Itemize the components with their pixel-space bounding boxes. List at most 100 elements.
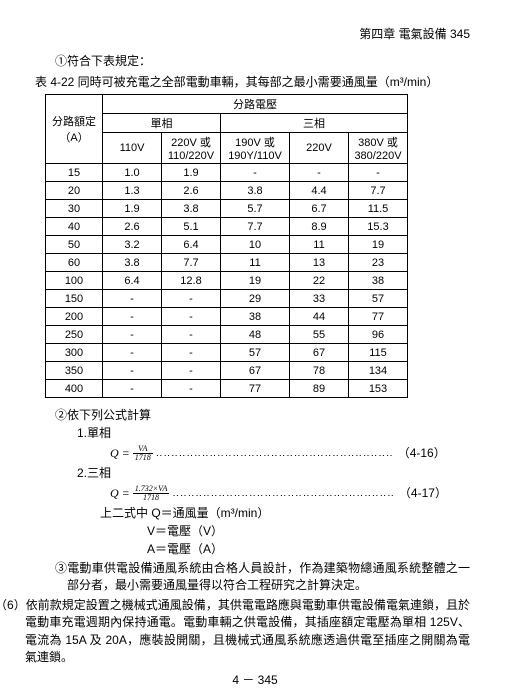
- dots-2: ‥‥‥‥‥‥‥‥‥‥‥‥‥‥‥‥‥‥‥‥‥‥‥‥‥‥‥‥‥: [172, 486, 395, 501]
- point-1: ①符合下表規定：: [55, 52, 470, 69]
- table-cell: 19: [221, 272, 290, 290]
- table-cell: 30: [46, 200, 103, 218]
- col-110: 110V: [103, 133, 162, 164]
- table-cell: 5.1: [162, 218, 221, 236]
- table-cell: 10: [221, 236, 290, 254]
- fraction-1: VA 1718: [133, 445, 153, 462]
- page-footer: 4 － 345: [0, 671, 510, 688]
- table-cell: 78: [290, 362, 349, 380]
- legend-a: A＝電壓（A）: [147, 540, 470, 558]
- col-190: 190V 或 190Y/110V: [221, 133, 290, 164]
- table-cell: 100: [46, 272, 103, 290]
- c190-l2: 190Y/110V: [225, 150, 285, 162]
- eqnum-1: （4-16）: [398, 444, 446, 462]
- c380-l1: 380V 或: [353, 134, 403, 150]
- group-voltage: 分路電壓: [103, 95, 408, 114]
- group-single: 單相: [103, 114, 221, 133]
- table-cell: 60: [46, 254, 103, 272]
- table-row: 250--485596: [46, 326, 408, 344]
- table-cell: 300: [46, 344, 103, 362]
- table-cell: 50: [46, 236, 103, 254]
- table-cell: 1.9: [103, 200, 162, 218]
- table-cell: 96: [349, 326, 408, 344]
- table-cell: 57: [221, 344, 290, 362]
- c190-l1: 190V 或: [225, 134, 285, 150]
- table-cell: 40: [46, 218, 103, 236]
- table-cell: 7.7: [221, 218, 290, 236]
- table-cell: 15: [46, 164, 103, 182]
- table-cell: -: [162, 380, 221, 398]
- rating-l1: 分路額定: [50, 113, 98, 129]
- point-3: ③電動車供電設備通風系統由合格人員設計，作為建築物總通風系統整體之一部分者，最小…: [55, 560, 470, 595]
- table-cell: -: [103, 362, 162, 380]
- table-cell: 200: [46, 308, 103, 326]
- table-row: 301.93.85.76.711.5: [46, 200, 408, 218]
- legend-intro: 上二式中 Q＝通風量（m³/min）: [100, 504, 470, 522]
- table-caption: 表 4-22 同時可被充電之全部電動車輛，其每部之最小需要通風量（m³/min）: [35, 73, 470, 90]
- formula-2: Q = 1.732×VA 1718 ‥‥‥‥‥‥‥‥‥‥‥‥‥‥‥‥‥‥‥‥‥‥…: [110, 484, 470, 502]
- table-cell: 150: [46, 290, 103, 308]
- c380-l2: 380/220V: [353, 150, 403, 162]
- table-cell: 1.9: [162, 164, 221, 182]
- table-cell: 19: [349, 236, 408, 254]
- group-three: 三相: [221, 114, 408, 133]
- table-cell: 250: [46, 326, 103, 344]
- table-cell: 67: [290, 344, 349, 362]
- fraction-2: 1.732×VA 1718: [133, 485, 170, 502]
- table-cell: 57: [349, 290, 408, 308]
- table-row: 150--293357: [46, 290, 408, 308]
- table-cell: 11.5: [349, 200, 408, 218]
- caption-text: 表 4-22 同時可被充電之全部電動車輛，其每部之最小需要通風量（m³/min）: [35, 75, 438, 89]
- point-6: （6）依前款規定設置之機械式通風設備，其供電電路應與電動車供電設備電氣連鎖，且於…: [25, 597, 470, 667]
- table-cell: 5.7: [221, 200, 290, 218]
- table-row: 400--7789153: [46, 380, 408, 398]
- table-row: 200--384477: [46, 308, 408, 326]
- table-cell: 12.8: [162, 272, 221, 290]
- dots-1: ‥‥‥‥‥‥‥‥‥‥‥‥‥‥‥‥‥‥‥‥‥‥‥‥‥‥‥‥‥‥‥: [156, 446, 394, 461]
- table-cell: 38: [221, 308, 290, 326]
- table-cell: -: [162, 308, 221, 326]
- c220-l2: 110/220V: [166, 150, 216, 162]
- table-cell: 3.8: [221, 182, 290, 200]
- table-cell: -: [290, 164, 349, 182]
- table-cell: 115: [349, 344, 408, 362]
- f1-den: 1718: [133, 454, 153, 462]
- table-cell: 20: [46, 182, 103, 200]
- q-symbol-2: Q =: [110, 484, 130, 502]
- sub-1: 1.單相: [77, 424, 470, 442]
- table-cell: 23: [349, 254, 408, 272]
- col-rating: 分路額定 （A）: [46, 95, 103, 164]
- rating-l2: （A）: [50, 129, 98, 145]
- table-cell: 8.9: [290, 218, 349, 236]
- table-cell: 7.7: [349, 182, 408, 200]
- table-cell: 1.0: [103, 164, 162, 182]
- ventilation-table: 分路額定 （A） 分路電壓 單相 三相 110V 220V 或 110/220V…: [45, 94, 408, 398]
- table-cell: 6.7: [290, 200, 349, 218]
- sub-2: 2.三相: [77, 464, 470, 482]
- table-row: 201.32.63.84.47.7: [46, 182, 408, 200]
- legend-v: V＝電壓（V）: [147, 522, 470, 540]
- table-cell: -: [103, 326, 162, 344]
- table-cell: -: [162, 344, 221, 362]
- c220-l1: 220V 或: [166, 134, 216, 150]
- table-cell: 11: [221, 254, 290, 272]
- table-cell: 400: [46, 380, 103, 398]
- table-row: 603.87.7111323: [46, 254, 408, 272]
- col-220: 220V 或 110/220V: [162, 133, 221, 164]
- table-cell: 48: [221, 326, 290, 344]
- table-cell: 3.2: [103, 236, 162, 254]
- table-cell: 153: [349, 380, 408, 398]
- q-symbol: Q =: [110, 444, 130, 462]
- table-cell: 22: [290, 272, 349, 290]
- table-row: 1006.412.8192238: [46, 272, 408, 290]
- table-cell: -: [162, 290, 221, 308]
- table-cell: 29: [221, 290, 290, 308]
- table-cell: -: [103, 344, 162, 362]
- table-cell: 134: [349, 362, 408, 380]
- table-cell: 77: [349, 308, 408, 326]
- table-cell: 33: [290, 290, 349, 308]
- table-row: 350--6778134: [46, 362, 408, 380]
- table-row: 300--5767115: [46, 344, 408, 362]
- table-cell: 4.4: [290, 182, 349, 200]
- table-cell: 7.7: [162, 254, 221, 272]
